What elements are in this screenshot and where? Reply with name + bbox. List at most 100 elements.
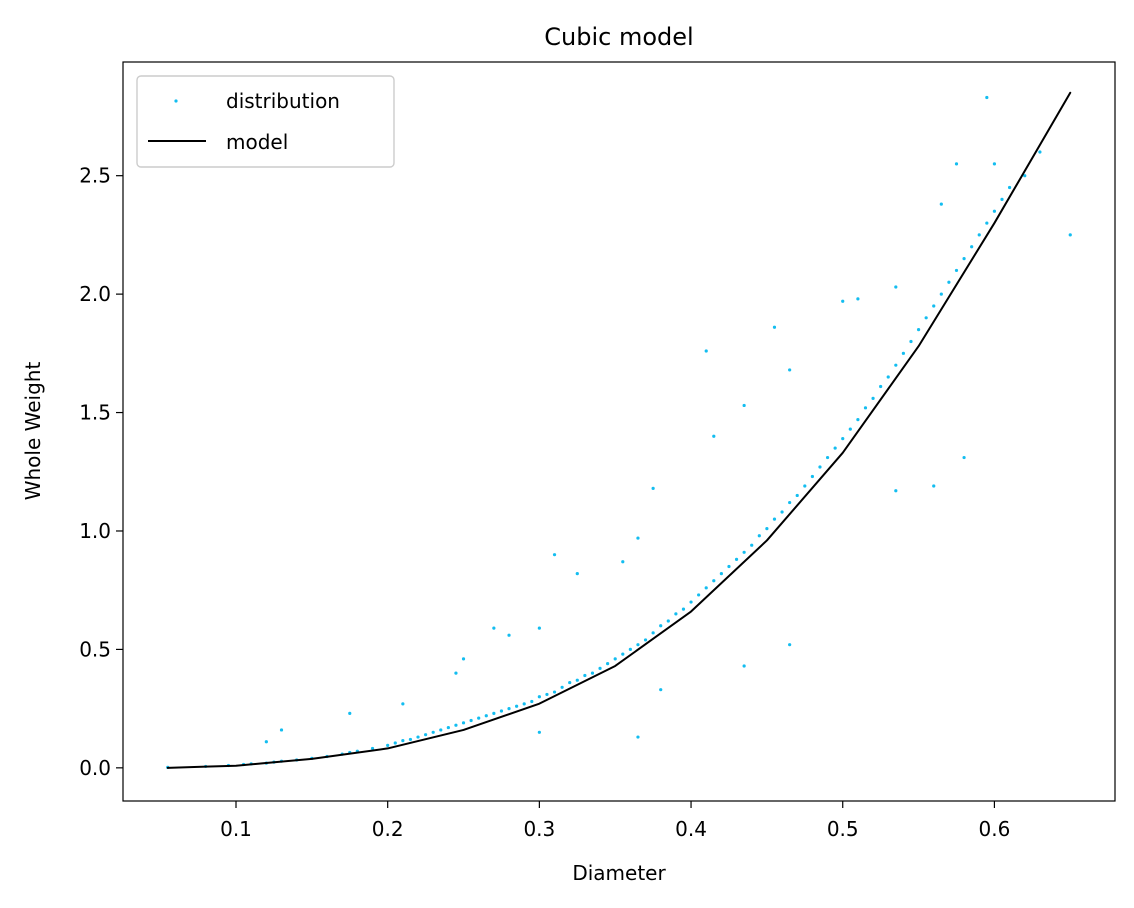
model-line <box>166 91 1072 769</box>
distribution-point <box>1023 174 1027 178</box>
distribution-point <box>643 638 648 642</box>
distribution-point <box>636 643 640 647</box>
distribution-point <box>901 351 906 355</box>
legend: distribution model <box>136 75 395 168</box>
distribution-point <box>659 624 663 628</box>
distribution-point <box>431 730 435 734</box>
distribution-point <box>492 711 496 715</box>
distribution-point <box>916 328 921 332</box>
distribution-point <box>537 695 541 699</box>
distribution-point <box>780 510 784 514</box>
distribution-point <box>742 550 746 554</box>
distribution-point <box>772 325 777 329</box>
distribution-point <box>1068 233 1072 237</box>
distribution-point <box>712 579 716 583</box>
plot-area <box>122 61 1116 802</box>
x-axis-label: Diameter <box>572 861 666 885</box>
distribution-point <box>871 396 875 400</box>
distribution-point <box>408 737 413 742</box>
x-axis: 0.1 0.2 0.3 0.4 0.5 0.6 <box>220 801 1010 841</box>
distribution-point <box>628 647 632 652</box>
distribution-point <box>401 702 405 706</box>
distribution-point <box>659 688 663 692</box>
distribution-point <box>598 666 602 670</box>
distribution-point <box>651 486 655 490</box>
distribution-point <box>932 484 936 488</box>
distribution-point <box>613 657 617 661</box>
distribution-point <box>856 418 860 422</box>
distribution-point <box>734 557 739 562</box>
distribution-point <box>469 718 473 723</box>
distribution-point <box>537 730 541 734</box>
distribution-point <box>788 368 792 372</box>
distribution-point <box>848 427 852 431</box>
distribution-point <box>416 735 420 739</box>
distribution-point <box>568 680 572 685</box>
chart-title: Cubic model <box>544 23 693 51</box>
y-axis-label: Whole Weight <box>21 362 45 501</box>
distribution-point <box>704 349 708 353</box>
distribution-point <box>560 685 564 689</box>
distribution-point <box>575 572 579 576</box>
distribution-point <box>393 741 397 745</box>
distribution-point <box>992 162 997 166</box>
distribution-point <box>788 643 792 647</box>
distribution-point <box>507 633 511 637</box>
distribution-point <box>939 202 943 206</box>
distribution-point <box>439 728 443 732</box>
distribution-point <box>666 619 670 623</box>
x-tick-label: 0.3 <box>523 817 555 841</box>
y-tick-label: 0.5 <box>79 637 111 661</box>
distribution-point <box>954 162 959 166</box>
distribution-point <box>947 280 951 284</box>
plot-frame <box>122 61 1116 802</box>
distribution-point <box>515 704 519 708</box>
distribution-point <box>879 384 883 389</box>
distribution-point <box>507 707 511 711</box>
distribution-point <box>750 543 754 547</box>
distribution-point <box>841 299 845 303</box>
distribution-point <box>636 735 640 739</box>
distribution-point <box>788 500 792 505</box>
distribution-point <box>621 652 625 656</box>
distribution-point <box>636 536 640 540</box>
distribution-point <box>894 285 898 289</box>
x-tick-label: 0.1 <box>220 817 252 841</box>
distribution-point <box>424 733 428 737</box>
y-tick-label: 1.0 <box>79 519 111 543</box>
distribution-point <box>386 743 390 747</box>
legend-scatter-marker <box>174 99 178 103</box>
distribution-point <box>1007 185 1012 190</box>
distribution-point <box>606 662 610 666</box>
distribution-point <box>962 256 966 261</box>
distribution-point <box>894 489 898 493</box>
distribution-point <box>977 233 981 237</box>
distribution-point <box>825 455 830 460</box>
distribution-point <box>757 534 761 538</box>
distribution-point <box>765 527 769 531</box>
distribution-point <box>856 297 860 301</box>
distribution-point <box>932 304 936 308</box>
y-tick-label: 0.0 <box>79 756 111 780</box>
distribution-point <box>552 553 557 557</box>
distribution-point <box>970 245 974 249</box>
distribution-point <box>279 728 284 732</box>
distribution-point <box>841 437 845 441</box>
distribution-point <box>924 316 928 320</box>
distribution-point <box>818 465 822 469</box>
distribution-point <box>530 699 534 704</box>
distribution-point <box>583 673 587 678</box>
legend-entry-model: model <box>226 130 288 154</box>
distribution-point <box>264 740 268 744</box>
distribution-point <box>461 657 466 661</box>
distribution-point <box>742 403 746 408</box>
distribution-point <box>992 209 997 213</box>
legend-entry-distribution: distribution <box>226 89 340 113</box>
distribution-point <box>674 612 678 616</box>
distribution-point <box>537 626 541 630</box>
distribution-point <box>461 721 466 725</box>
distribution-point <box>704 586 708 590</box>
distribution-point <box>954 268 959 273</box>
y-axis: 0.0 0.5 1.0 1.5 2.0 2.5 <box>79 164 123 780</box>
